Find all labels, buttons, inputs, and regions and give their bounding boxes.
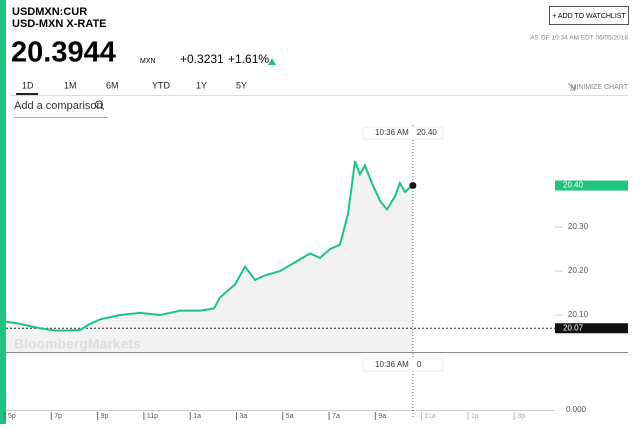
y-tick-label: 20.30 xyxy=(568,222,589,231)
x-tick-label: 11p xyxy=(147,413,158,420)
x-tick-label: 11a xyxy=(425,413,436,420)
x-tick-label: 9a xyxy=(378,413,386,420)
volume-tick-label: 0.000 xyxy=(566,405,587,414)
prev-close-label: 20.07 xyxy=(563,323,584,332)
change-pct: +1.61% xyxy=(228,52,269,66)
minimize-icon[interactable] xyxy=(567,82,576,91)
tab[interactable]: 1D xyxy=(22,80,34,90)
tab[interactable]: 1M xyxy=(64,80,77,90)
as-of: AS OF 10:34 AM EDT 06/05/2018 xyxy=(530,35,628,42)
search-icon[interactable] xyxy=(95,100,103,109)
watchlist-label[interactable]: + ADD TO WATCHLIST xyxy=(552,13,626,20)
tab-underline xyxy=(16,93,38,96)
x-tick-label: 5p xyxy=(8,413,16,420)
search-icon-handle xyxy=(101,106,105,110)
accent-bar xyxy=(0,0,6,424)
x-tick-label: 5a xyxy=(286,413,294,420)
x-tick-label: 7a xyxy=(332,413,340,420)
minimize-chart[interactable]: MINIMIZE CHART xyxy=(571,84,629,91)
y-tick-label: 20.10 xyxy=(568,310,589,319)
crosshair-time: 10:36 AM xyxy=(375,360,409,369)
tab[interactable]: 5Y xyxy=(236,80,247,90)
prev-close-box xyxy=(555,323,628,334)
tabs: 1D 1M 6M YTD 1Y 5Y xyxy=(16,80,247,96)
x-tick-label: 1p xyxy=(471,413,479,420)
area xyxy=(5,161,413,352)
price: 20.3944 xyxy=(11,37,116,69)
change: +0.3231 xyxy=(180,52,224,66)
crosshair-box xyxy=(362,358,444,372)
last-price-label: 20.40 xyxy=(563,181,584,190)
tab[interactable]: YTD xyxy=(152,80,171,90)
tab[interactable]: 6M xyxy=(106,80,119,90)
x-tick-label: 3a xyxy=(239,413,247,420)
x-tick-label: 1a xyxy=(193,413,201,420)
tab[interactable]: 1Y xyxy=(196,80,207,90)
currency: MXN xyxy=(140,58,156,65)
symbol: USDMXN:CUR xyxy=(12,6,87,18)
x-tick-label: 7p xyxy=(54,413,62,420)
watchlist-button[interactable] xyxy=(549,6,629,25)
y-tick-label: 20.20 xyxy=(568,266,589,275)
comparison-input[interactable]: Add a comparison xyxy=(14,100,103,112)
crosshair-time: 10:36 AM xyxy=(375,128,409,137)
last-price-box xyxy=(555,180,628,191)
crosshair-volume: 0 xyxy=(417,360,422,369)
crosshair-price: 20.40 xyxy=(417,128,438,137)
plot: 20.10 20.20 20.30 0.000 20.07 20.40 10:36 AM 20… xyxy=(4,125,628,420)
instrument-name: USD-MXN X-RATE xyxy=(12,18,107,30)
price-line xyxy=(5,160,414,332)
x-tick-label: 9p xyxy=(101,413,109,420)
x-tick-label: 3p xyxy=(517,413,525,420)
crosshair-box xyxy=(362,126,444,140)
watermark: BloombergMarkets xyxy=(14,336,141,352)
up-arrow xyxy=(268,58,276,65)
